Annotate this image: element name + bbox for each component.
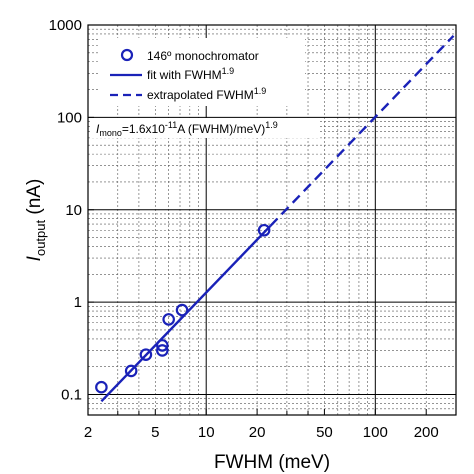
y-tick-label: 0.1 [61,387,82,404]
data-point [257,223,271,237]
x-tick-label: 200 [414,424,439,441]
x-tick-label: 20 [249,424,266,441]
legend-label-fit-text: fit with FWHM [147,68,222,82]
y-tick-label: 100 [57,109,82,126]
formula-lhs: I [96,122,100,136]
y-axis-label: Ioutput (nA) [24,179,48,262]
legend-marker-circle [120,48,134,62]
data-point [139,348,153,361]
data-point [155,344,169,357]
y-tick-label: 1000 [49,17,82,34]
formula-text: Imono=1.6x10-11A (FWHM)/meV)1.9 [96,120,278,138]
y-axis-label-unit: (nA) [24,179,45,220]
x-tick-label: 2 [84,424,92,441]
legend-label-fit: fit with FWHM1.9 [147,66,234,82]
x-tick-label: 100 [363,424,388,441]
formula-annotation: Imono=1.6x10-11A (FWHM)/meV)1.9 [92,118,320,138]
x-tick-label: 10 [198,424,215,441]
legend-label-extrapolated-text: extrapolated FWHM [147,88,254,102]
formula-background [92,118,320,138]
fit-line [100,224,272,403]
y-tick-label: 10 [65,202,82,219]
legend: 146º monochromator fit with FWHM1.9 extr… [100,38,305,106]
plot-frame [87,24,457,416]
tick-labels: 2 5 10 20 50 100 200 0.1 1 10 100 1000 [49,17,457,441]
data-point [124,364,138,378]
data-point [175,303,189,317]
legend-label-extrapolated: extrapolated FWHM1.9 [147,86,266,102]
legend-background [100,38,305,106]
data-point [155,339,169,352]
formula-coefficient-exponent: -11 [165,120,177,130]
y-axis-label-symbol: I [24,255,45,261]
data-point [162,313,175,326]
data-point [95,380,108,394]
x-axis-label: FWHM (meV) [214,452,330,473]
extrapolated-line [269,35,455,227]
legend-label-monochromator: 146º monochromator [147,49,259,63]
formula-lhs-subscript: mono [99,128,122,138]
series [95,35,455,403]
y-tick-label: 1 [74,294,82,311]
formula-power: 1.9 [265,120,278,130]
formula-rest: A (FWHM)/meV) [177,122,265,136]
x-tick-label: 5 [151,424,159,441]
formula-coefficient: =1.6x10 [122,122,165,136]
y-axis-label-subscript: output [33,219,48,256]
legend-label-fit-exponent: 1.9 [222,66,235,76]
x-tick-label: 50 [316,424,333,441]
legend-label-extrapolated-exponent: 1.9 [254,86,267,96]
